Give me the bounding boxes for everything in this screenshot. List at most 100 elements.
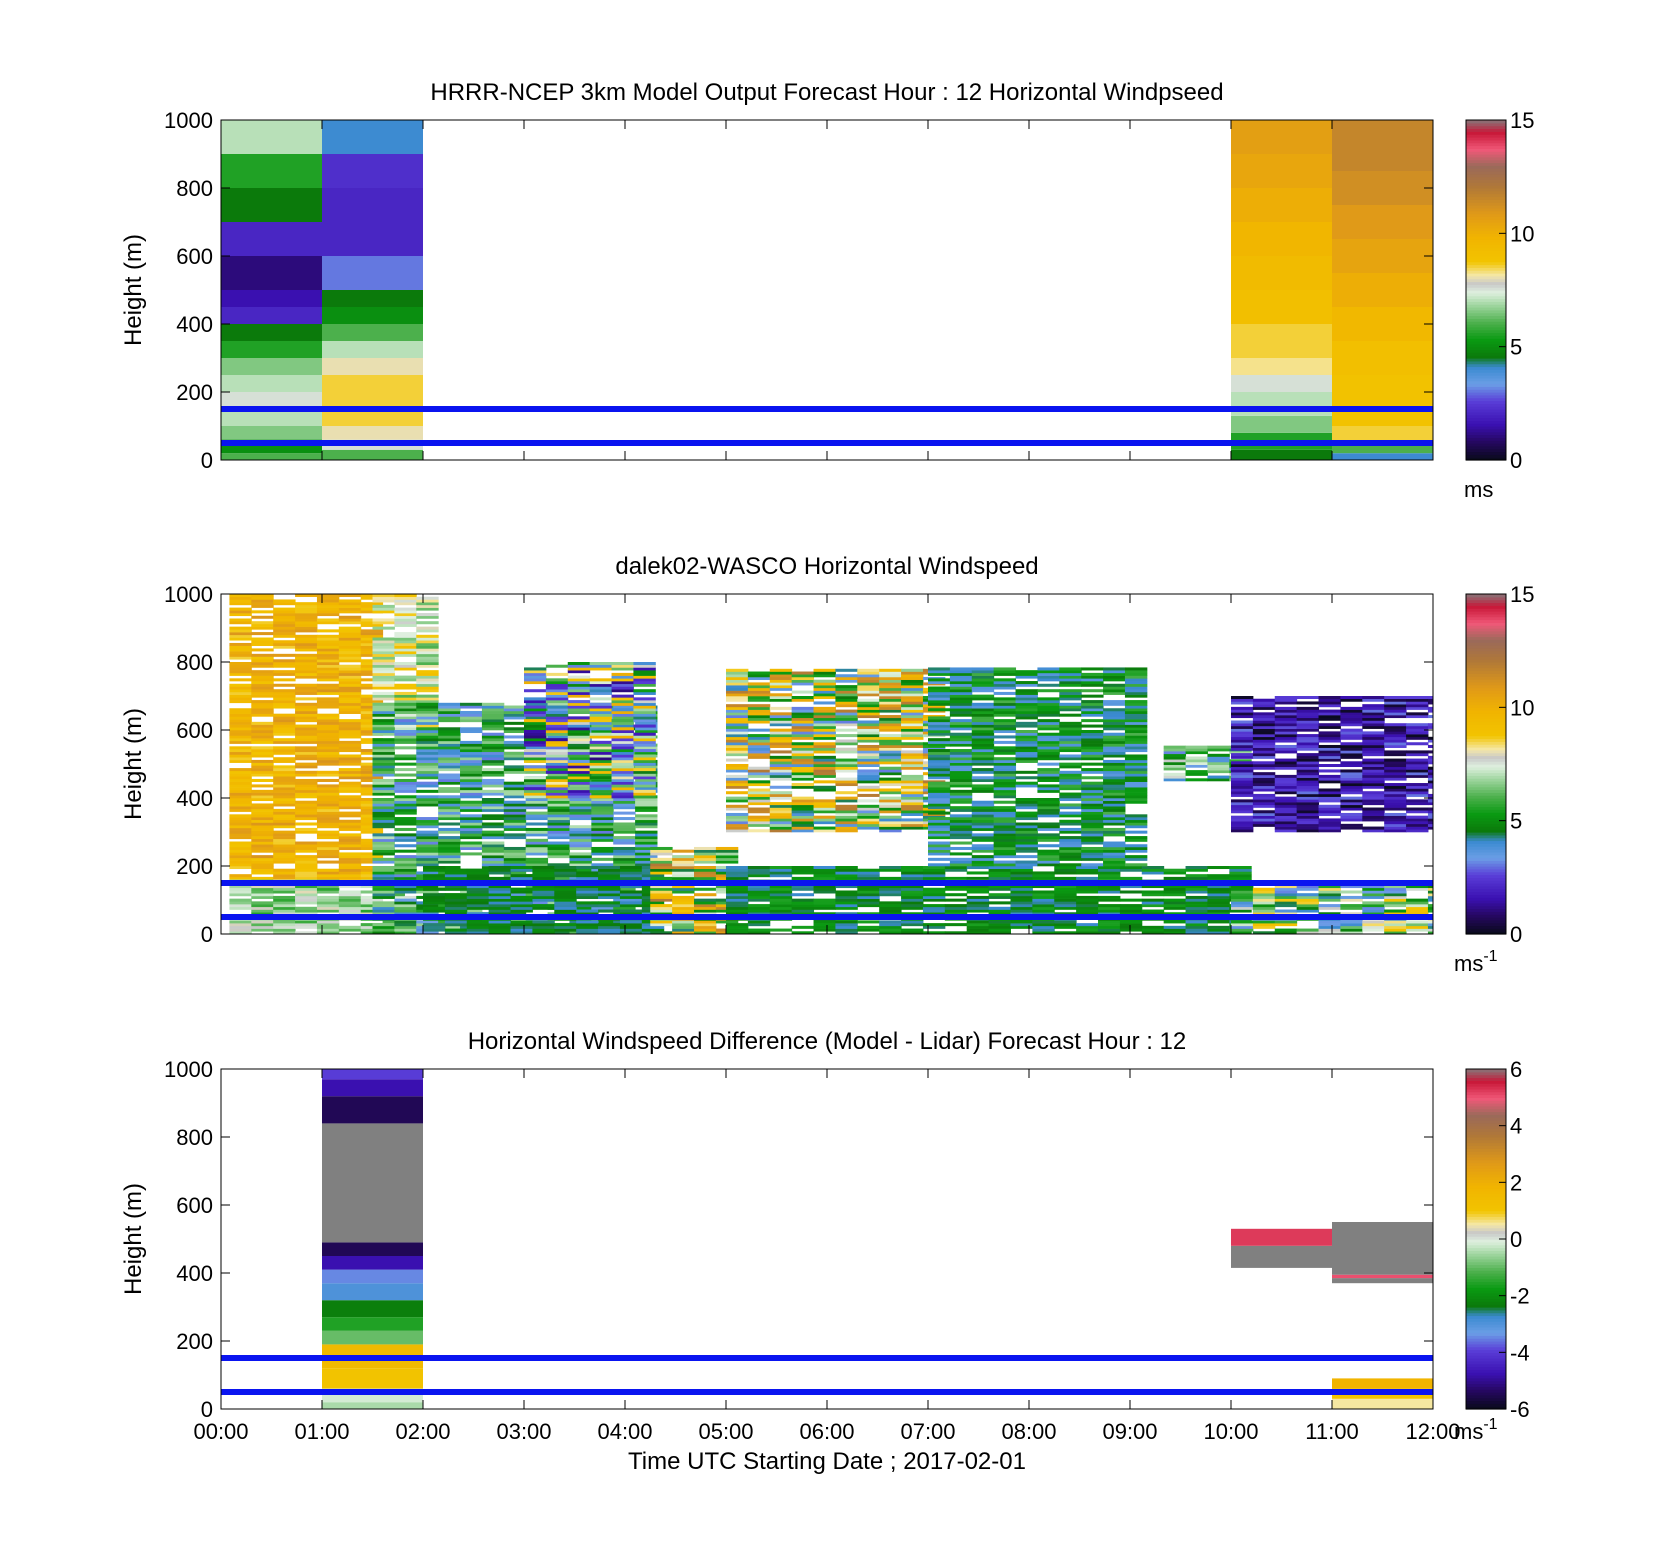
heatmap-cell (1427, 928, 1433, 932)
heatmap-cell (1059, 735, 1082, 739)
heatmap-cell (747, 734, 771, 738)
heatmap-cell (1340, 709, 1363, 713)
heatmap-cell (633, 789, 656, 793)
heatmap-cell (1015, 827, 1038, 831)
heatmap-cell (813, 701, 836, 705)
colorbar-swatch (1466, 295, 1506, 300)
heatmap-cell (1296, 701, 1320, 705)
heatmap-cell (438, 795, 461, 799)
y-tick-label: 200 (176, 854, 213, 879)
heatmap-cell (229, 808, 252, 812)
colorbar-swatch (1466, 244, 1506, 249)
heatmap-cell (1384, 904, 1407, 908)
heatmap-cell (857, 668, 880, 672)
heatmap-cell (1059, 705, 1082, 709)
heatmap-cell (726, 818, 749, 822)
heatmap-cell (1274, 923, 1298, 927)
heatmap-cell (438, 857, 461, 861)
heatmap-cell (1231, 829, 1254, 833)
heatmap-cell (229, 830, 252, 834)
heatmap-cell (488, 923, 512, 927)
heatmap-cell (635, 730, 658, 734)
heatmap-cell (372, 887, 395, 891)
heatmap-cell (1384, 758, 1407, 762)
heatmap-cell (694, 928, 717, 932)
heatmap-cell (857, 821, 880, 825)
heatmap-cell (444, 901, 468, 905)
heatmap-cell (372, 925, 395, 929)
heatmap-cell (1119, 925, 1143, 929)
heatmap-cell (1103, 686, 1126, 690)
heatmap-cell (1384, 826, 1407, 830)
heatmap-cell (554, 871, 577, 875)
heatmap-cell (1081, 768, 1104, 772)
heatmap-cell (1207, 753, 1230, 757)
heatmap-cell (1103, 735, 1126, 739)
heatmap-cell (460, 827, 483, 831)
heatmap-cell (466, 898, 490, 902)
heatmap-cell (613, 830, 636, 834)
heatmap-cell (1296, 780, 1320, 784)
heatmap-cell (591, 906, 614, 910)
heatmap-cell (360, 776, 384, 780)
heatmap-cell (438, 743, 461, 747)
heatmap-cell (273, 855, 296, 859)
heatmap-cell (857, 750, 880, 754)
heatmap-cell (1054, 931, 1077, 934)
heatmap-cell (273, 613, 296, 617)
heatmap-cell (598, 876, 621, 880)
heatmap-cell (813, 682, 836, 686)
y-tick-label: 400 (176, 312, 213, 337)
heatmap-cell (1427, 701, 1433, 705)
heatmap-cell (316, 868, 340, 872)
heatmap-cell (372, 906, 395, 910)
heatmap-cell (966, 904, 990, 908)
heatmap-cell (273, 928, 296, 932)
heatmap-cell (1103, 710, 1126, 714)
heatmap-cell (1015, 849, 1038, 853)
heatmap-cell (726, 780, 749, 784)
heatmap-cell (554, 904, 577, 908)
heatmap-cell (1384, 766, 1407, 770)
heatmap-cell (791, 674, 815, 678)
heatmap-cell (394, 594, 417, 598)
heatmap-cell (1231, 815, 1254, 819)
heatmap-cell (769, 698, 793, 702)
colorbar-swatch (1466, 346, 1506, 351)
heatmap-cell (1362, 901, 1385, 905)
heatmap-cell (619, 928, 643, 932)
heatmap-cell (488, 893, 512, 897)
heatmap-cell (901, 895, 924, 899)
heatmap-cell (525, 846, 549, 850)
heatmap-cell (769, 823, 793, 827)
heatmap-cell (611, 776, 634, 780)
heatmap-cell (672, 857, 695, 861)
heatmap-cell (251, 648, 274, 652)
heatmap-cell (1231, 791, 1254, 795)
heatmap-cell (641, 928, 665, 932)
heatmap-cell (971, 678, 995, 682)
heatmap-cell (251, 656, 274, 660)
colorbar-swatch (1466, 775, 1506, 779)
heatmap-cell (360, 705, 384, 709)
heatmap-cell (251, 759, 274, 763)
heatmap-cell (1318, 758, 1341, 762)
heatmap-cell (416, 651, 439, 655)
heatmap-cell (1384, 829, 1407, 833)
heatmap-cell (1207, 920, 1230, 924)
heatmap-cell (273, 773, 296, 777)
heatmap-cell (416, 659, 439, 663)
heatmap-cell (1081, 846, 1104, 850)
heatmap-cell (971, 735, 995, 739)
heatmap-cell (769, 685, 793, 689)
heatmap-cell (1015, 770, 1038, 774)
heatmap-cell (993, 683, 1017, 687)
heatmap-cell (1274, 734, 1298, 738)
heatmap-cell (650, 912, 673, 916)
colorbar-swatch (1466, 284, 1506, 288)
heatmap-cell (747, 818, 771, 822)
heatmap-cell (635, 846, 658, 850)
heatmap-cell (747, 715, 771, 719)
heatmap-cell (273, 610, 296, 614)
heatmap-cell (1185, 751, 1208, 755)
